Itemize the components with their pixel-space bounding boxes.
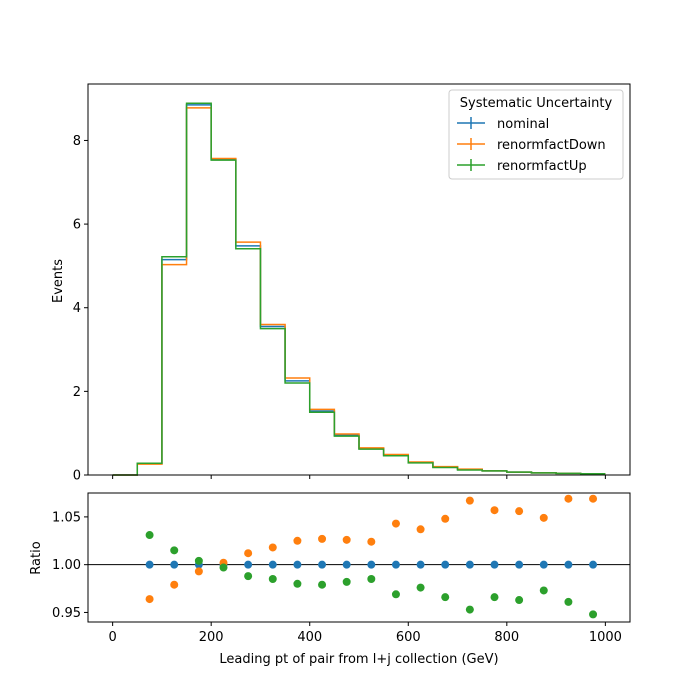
ratio-point-renormfactDown: [589, 494, 598, 503]
events-ticks: 0 2 4 6 8: [73, 134, 606, 484]
legend-items: nominal renormfactDown renormfactUp: [457, 117, 606, 174]
events-series-group: [112, 102, 606, 476]
ratio-point-nominal: [367, 560, 376, 569]
ratio-point-renormfactUp: [318, 580, 327, 589]
ratio-point-nominal: [490, 560, 499, 569]
ratio-point-renormfactDown: [145, 595, 154, 604]
ratio-point-renormfactUp: [391, 590, 400, 599]
ratio-point-renormfactUp: [342, 577, 351, 586]
legend-title: Systematic Uncertainty: [460, 96, 613, 111]
ratio-series-group: [145, 494, 598, 619]
legend-label-renormfactUp: renormfactUp: [497, 159, 587, 174]
ratio-point-renormfactDown: [416, 525, 425, 534]
events-panel: 0 2 4 6 8 Events Systematic Uncertainty nomi…: [51, 83, 631, 484]
ratio-point-renormfactDown: [441, 514, 450, 523]
ratio-plot-frame: [87, 492, 631, 623]
ratio-point-nominal: [342, 560, 351, 569]
ratio-point-renormfactUp: [170, 546, 179, 555]
ratio-point-renormfactDown: [515, 507, 524, 516]
ratio-point-renormfactDown: [490, 506, 499, 515]
ratio-x-tick-label: 600: [396, 630, 421, 645]
events-plot-frame: [87, 83, 631, 476]
ratio-point-renormfactUp: [244, 572, 253, 581]
ratio-point-renormfactUp: [465, 605, 474, 614]
legend: Systematic Uncertainty nominal renormfact…: [448, 89, 624, 180]
ratio-point-renormfactUp: [539, 586, 548, 595]
ratio-point-nominal: [293, 560, 302, 569]
ratio-x-tick-label: 400: [297, 630, 322, 645]
legend-label-nominal: nominal: [497, 117, 549, 132]
ratio-point-renormfactUp: [293, 579, 302, 588]
ratio-point-renormfactUp: [268, 575, 277, 583]
ratio-point-nominal: [589, 560, 598, 569]
histogram-step-renormfactUp: [112, 102, 606, 476]
ratio-y-axis-label: Ratio: [29, 541, 44, 574]
events-y-tick-label: 0: [73, 469, 81, 484]
ratio-point-renormfactUp: [589, 610, 598, 619]
ratio-point-nominal: [268, 560, 277, 569]
ratio-point-nominal: [441, 560, 450, 569]
events-y-axis-label: Events: [51, 259, 66, 303]
ratio-y-tick-label: 0.95: [52, 606, 81, 621]
ratio-point-renormfactUp: [194, 556, 203, 565]
ratio-x-tick-label: 1000: [589, 630, 622, 645]
ratio-point-nominal: [564, 560, 573, 569]
ratio-point-nominal: [416, 560, 425, 569]
ratio-point-renormfactDown: [367, 537, 376, 546]
ratio-y-tick-label: 1.05: [52, 510, 81, 525]
ratio-x-tick-label: 800: [494, 630, 519, 645]
legend-label-renormfactDown: renormfactDown: [497, 138, 606, 153]
ratio-point-nominal: [391, 560, 400, 569]
ratio-point-renormfactUp: [219, 563, 228, 572]
ratio-point-nominal: [465, 560, 474, 569]
ratio-point-nominal: [244, 560, 253, 569]
ratio-point-nominal: [515, 560, 524, 569]
ratio-ticks: 0 200 400 600 800 1000 0.95 1.00 1.05: [52, 510, 622, 645]
ratio-point-renormfactDown: [342, 535, 351, 544]
ratio-y-tick-label: 1.00: [52, 558, 81, 573]
ratio-point-renormfactDown: [465, 496, 474, 505]
ratio-point-nominal: [170, 560, 179, 569]
ratio-x-tick-label: 0: [108, 630, 116, 645]
events-y-tick-label: 6: [73, 218, 81, 233]
ratio-point-renormfactDown: [244, 549, 253, 558]
ratio-point-renormfactUp: [490, 593, 499, 602]
events-y-tick-label: 4: [73, 301, 81, 316]
ratio-point-renormfactDown: [194, 567, 203, 576]
events-y-tick-label: 8: [73, 134, 81, 149]
ratio-point-renormfactUp: [367, 575, 376, 583]
ratio-point-renormfactDown: [539, 513, 548, 522]
ratio-point-renormfactDown: [170, 580, 179, 589]
ratio-point-nominal: [318, 560, 327, 569]
ratio-x-tick-label: 200: [199, 630, 224, 645]
events-y-tick-label: 2: [73, 385, 81, 400]
ratio-point-renormfactDown: [564, 494, 573, 503]
ratio-point-renormfactDown: [293, 536, 302, 545]
legend-box: [448, 89, 624, 180]
ratio-point-renormfactUp: [441, 593, 450, 602]
ratio-point-renormfactUp: [515, 596, 524, 605]
ratio-point-renormfactUp: [564, 597, 573, 606]
ratio-point-renormfactUp: [145, 531, 154, 540]
ratio-point-renormfactUp: [416, 583, 425, 592]
ratio-panel: 0 200 400 600 800 1000 0.95 1.00 1.05 Ratio Lead…: [29, 492, 631, 667]
ratio-point-nominal: [145, 560, 154, 569]
ratio-point-renormfactDown: [318, 534, 327, 543]
x-axis-label: Leading pt of pair from l+j collection (…: [219, 652, 498, 667]
ratio-point-renormfactDown: [268, 543, 277, 552]
ratio-point-nominal: [539, 560, 548, 569]
ratio-point-renormfactDown: [391, 519, 400, 528]
